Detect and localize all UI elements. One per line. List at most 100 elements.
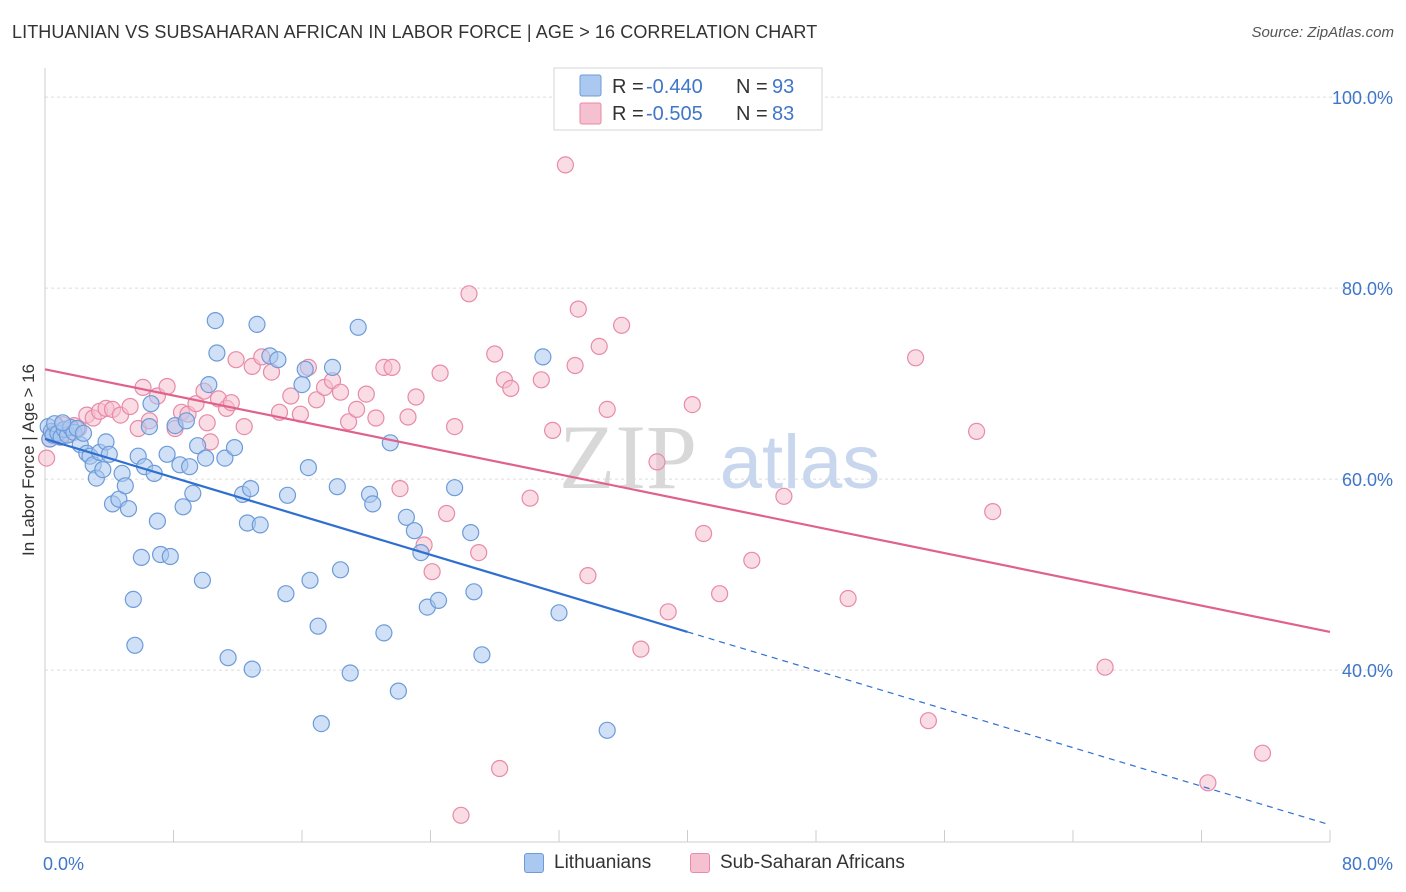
point-sub-saharan-africans-52 (399, 408, 417, 426)
legend-r-value-1: -0.505 (646, 103, 703, 125)
y-tick-label-1: 60.0% (1342, 470, 1393, 490)
point-sub-saharan-africans-32 (227, 351, 245, 369)
point-sub-saharan-africans-81 (710, 585, 729, 603)
point-sub-saharan-africans-45 (340, 413, 358, 431)
point-lithuanians-32 (140, 418, 158, 436)
point-lithuanians-44 (184, 484, 202, 502)
point-lithuanians-49 (206, 312, 224, 330)
point-lithuanians-30 (132, 548, 150, 567)
legend-n-label-0: N = (736, 76, 768, 98)
point-sub-saharan-africans-61 (470, 543, 488, 562)
point-sub-saharan-africans-89 (1096, 658, 1114, 676)
point-lithuanians-43 (181, 458, 199, 476)
point-lithuanians-35 (148, 512, 166, 530)
point-lithuanians-77 (375, 624, 393, 642)
point-lithuanians-71 (328, 478, 346, 496)
point-sub-saharan-africans-79 (683, 396, 701, 414)
point-lithuanians-47 (197, 449, 215, 467)
point-sub-saharan-africans-55 (423, 563, 441, 581)
legend-n-label-1: N = (736, 103, 768, 125)
point-lithuanians-69 (312, 714, 330, 733)
point-sub-saharan-africans-88 (984, 503, 1002, 521)
point-lithuanians-63 (278, 486, 297, 504)
trend-line-sub-saharan-africans (44, 368, 1331, 633)
legend-r-label-0: R = (612, 76, 644, 98)
x-tick-label-0: 0.0% (43, 854, 84, 874)
point-sub-saharan-africans-76 (632, 640, 650, 658)
point-sub-saharan-africans-46 (348, 400, 366, 418)
point-sub-saharan-africans-71 (569, 300, 587, 318)
point-lithuanians-56 (242, 480, 260, 498)
point-sub-saharan-africans-16 (121, 397, 139, 416)
point-sub-saharan-africans-68 (543, 421, 562, 439)
point-sub-saharan-africans-57 (438, 504, 456, 523)
point-sub-saharan-africans-59 (452, 806, 470, 824)
point-lithuanians-78 (381, 434, 399, 452)
series-sub-saharan-africans-points (37, 156, 1272, 824)
point-sub-saharan-africans-70 (566, 356, 584, 375)
point-lithuanians-66 (299, 459, 317, 477)
legend-box: R = -0.440 N = 93 R = -0.505 N = 83 (553, 67, 823, 131)
chart-title: LITHUANIAN VS SUBSAHARAN AFRICAN IN LABO… (12, 22, 818, 42)
point-sub-saharan-africans-77 (648, 453, 666, 471)
point-sub-saharan-africans-27 (198, 414, 216, 432)
grid-lines (45, 96, 1390, 671)
axes: 40.0% 60.0% 80.0% 100.0% 0.0% 80.0% (43, 68, 1393, 874)
point-lithuanians-41 (174, 498, 192, 516)
point-sub-saharan-africans-47 (357, 385, 375, 403)
point-lithuanians-84 (429, 591, 448, 610)
point-sub-saharan-africans-73 (590, 337, 608, 355)
point-lithuanians-73 (341, 664, 359, 682)
bottom-legend-swatch-sub-saharan-africans (690, 853, 710, 873)
point-lithuanians-88 (473, 646, 491, 664)
point-lithuanians-92 (54, 414, 72, 432)
point-sub-saharan-africans-75 (612, 316, 631, 334)
legend-n-value-1: 83 (772, 103, 794, 125)
point-sub-saharan-africans-38 (282, 387, 300, 405)
point-lithuanians-13 (74, 424, 93, 442)
point-lithuanians-27 (124, 590, 142, 609)
bottom-legend-item-lithuanians: Lithuanians (524, 852, 651, 874)
point-lithuanians-21 (100, 445, 118, 463)
point-lithuanians-70 (323, 358, 342, 376)
point-lithuanians-57 (243, 660, 261, 678)
point-lithuanians-86 (462, 523, 480, 542)
point-sub-saharan-africans-63 (491, 759, 509, 778)
point-sub-saharan-africans-51 (391, 480, 409, 498)
watermark-atlas: atlas (720, 420, 881, 505)
point-lithuanians-62 (277, 585, 295, 603)
watermark-zip: ZIP (559, 406, 697, 508)
point-sub-saharan-africans-41 (307, 391, 326, 409)
point-lithuanians-50 (208, 344, 226, 362)
legend-swatch-sub-saharan-africans (579, 102, 602, 125)
trend-lines (44, 368, 1331, 826)
point-sub-saharan-africans-67 (532, 371, 550, 389)
bottom-legend-label-sub-saharan-africans: Sub-Saharan Africans (720, 852, 905, 873)
point-sub-saharan-africans-44 (331, 383, 350, 401)
trend-line-lithuanians-extrapolated (687, 631, 1331, 826)
point-sub-saharan-africans-58 (446, 418, 464, 436)
point-sub-saharan-africans-60 (460, 285, 478, 303)
point-lithuanians-80 (397, 508, 415, 526)
point-lithuanians-76 (364, 495, 382, 513)
point-sub-saharan-africans-33 (235, 418, 253, 436)
point-lithuanians-28 (126, 636, 144, 654)
chart-source: Source: ZipAtlas.com (1251, 24, 1394, 41)
y-tick-label-3: 100.0% (1332, 88, 1393, 108)
point-lithuanians-91 (598, 721, 616, 739)
point-lithuanians-79 (389, 682, 407, 700)
point-lithuanians-72 (331, 561, 350, 579)
point-lithuanians-25 (116, 477, 134, 495)
point-sub-saharan-africans-65 (502, 379, 520, 397)
point-lithuanians-65 (296, 360, 314, 378)
point-lithuanians-64 (293, 376, 311, 394)
point-sub-saharan-africans-91 (1253, 744, 1272, 762)
point-sub-saharan-africans-87 (967, 422, 986, 440)
point-lithuanians-68 (309, 617, 327, 635)
point-lithuanians-87 (465, 583, 483, 601)
point-lithuanians-42 (177, 412, 195, 430)
bottom-legend: Lithuanians Sub-Saharan Africans (0, 852, 1406, 880)
point-lithuanians-45 (189, 437, 207, 455)
y-axis-label: In Labor Force | Age > 16 (19, 364, 38, 556)
